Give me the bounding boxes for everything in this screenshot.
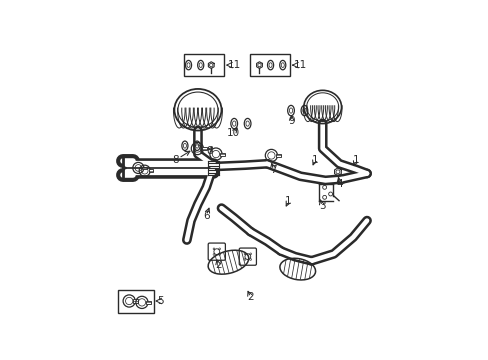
Text: 11: 11 (293, 60, 306, 70)
Bar (275, 154, 280, 157)
Text: 2: 2 (214, 260, 221, 270)
Bar (148, 169, 153, 172)
Text: 1: 1 (311, 155, 318, 165)
Bar (249, 54, 290, 76)
Text: 8: 8 (172, 155, 178, 165)
Bar (142, 167, 146, 169)
Text: 8: 8 (206, 146, 212, 156)
Bar (133, 300, 138, 302)
Bar (118, 290, 153, 312)
Bar (146, 301, 151, 304)
Text: 4: 4 (336, 179, 342, 189)
Text: 5: 5 (157, 296, 163, 306)
Text: 3: 3 (318, 201, 325, 211)
Text: 11: 11 (227, 60, 241, 70)
Bar (220, 153, 224, 156)
Text: 9: 9 (288, 116, 294, 126)
Text: 2: 2 (247, 292, 253, 302)
Text: 1: 1 (285, 196, 291, 206)
Bar (183, 54, 224, 76)
Text: 10: 10 (226, 128, 240, 138)
Bar (201, 147, 206, 150)
Text: 1: 1 (352, 155, 359, 165)
Text: 7: 7 (269, 165, 276, 175)
Text: 6: 6 (203, 211, 209, 221)
